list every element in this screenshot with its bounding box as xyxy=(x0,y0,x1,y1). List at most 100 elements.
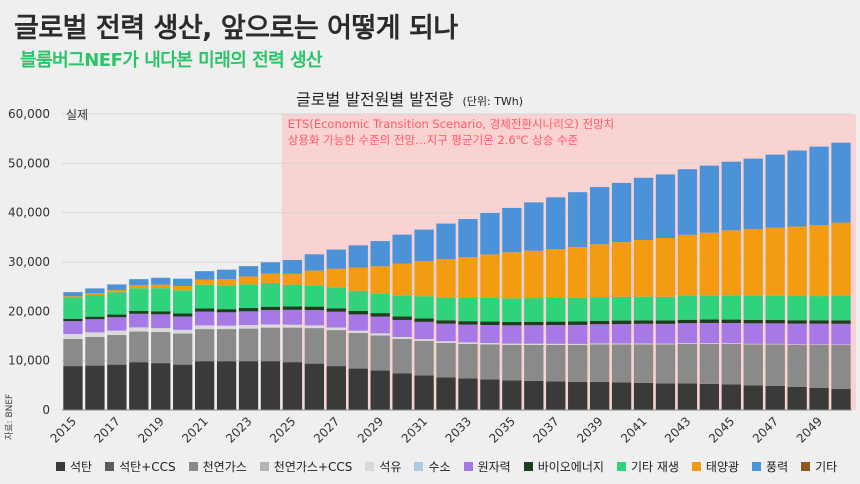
bar-segment-s6-2031 xyxy=(414,321,434,340)
bar-segment-s6-2032 xyxy=(436,323,456,342)
y-tick-label: 0 xyxy=(42,403,50,417)
bar-segment-s4-2015 xyxy=(63,334,83,339)
bar-segment-s7-2034 xyxy=(480,321,500,325)
bar-segment-s6-2026 xyxy=(304,310,325,326)
bar-segment-s0-2024 xyxy=(260,361,281,410)
bar-stack-2016 xyxy=(85,288,105,410)
bar-segment-s0-2038 xyxy=(568,381,588,410)
bar-segment-s2-2032 xyxy=(436,342,456,378)
bar-segment-s4-2027 xyxy=(326,327,346,331)
bar-segment-s0-2029 xyxy=(370,370,390,410)
legend-swatch xyxy=(105,462,115,471)
bar-segment-s9-2047 xyxy=(765,227,785,296)
bar-stack-2050 xyxy=(831,142,851,410)
bar-stack-2036 xyxy=(524,202,544,410)
bar-segment-s7-2049 xyxy=(809,320,829,324)
bar-segment-s10-2035 xyxy=(502,207,522,253)
bar-segment-s9-2039 xyxy=(589,244,610,298)
bar-segment-s2-2017 xyxy=(107,335,127,365)
bar-segment-s0-2046 xyxy=(743,385,763,410)
scenario-label-line1: ETS(Economic Transition Scenario, 경제전환시나… xyxy=(288,117,615,131)
bar-segment-s10-2016 xyxy=(85,288,105,294)
bar-segment-s4-2033 xyxy=(458,342,478,344)
bar-segment-s8-2021 xyxy=(194,284,215,309)
bars-layer xyxy=(63,142,851,410)
bar-segment-s2-2040 xyxy=(611,344,632,383)
bar-segment-s2-2020 xyxy=(173,333,193,365)
bar-segment-s4-2044 xyxy=(699,343,720,344)
y-tick-label: 40,000 xyxy=(8,206,50,220)
bar-segment-s0-2023 xyxy=(238,361,259,410)
legend-label: 수소 xyxy=(428,460,451,474)
bar-segment-s0-2019 xyxy=(151,363,171,410)
bar-segment-s7-2024 xyxy=(260,306,281,311)
x-tick-label: 2035 xyxy=(486,414,517,445)
bar-segment-s9-2035 xyxy=(502,252,522,299)
x-tick-label: 2049 xyxy=(794,414,825,445)
bar-segment-s6-2049 xyxy=(809,323,829,345)
y-tick-label: 60,000 xyxy=(8,107,50,121)
bar-segment-s4-2016 xyxy=(85,332,105,337)
bar-segment-s10-2027 xyxy=(326,249,346,269)
bar-segment-s0-2042 xyxy=(655,383,676,410)
bar-segment-s8-2023 xyxy=(238,284,259,309)
bar-segment-s4-2043 xyxy=(677,343,698,344)
bar-segment-s9-2050 xyxy=(831,222,851,296)
bar-segment-s2-2036 xyxy=(524,344,544,381)
bar-segment-s4-2037 xyxy=(546,343,566,345)
bar-segment-s0-2040 xyxy=(611,382,632,410)
legend-item-s8: 기타 재생 xyxy=(616,458,679,475)
bar-segment-s8-2044 xyxy=(699,295,720,320)
x-tick-label: 2027 xyxy=(311,414,342,445)
bar-segment-s6-2048 xyxy=(787,323,807,345)
bar-segment-s8-2048 xyxy=(787,296,807,321)
bar-segment-s0-2030 xyxy=(392,373,412,410)
bar-segment-s7-2037 xyxy=(546,321,566,326)
legend-label: 풍력 xyxy=(766,460,789,474)
bar-segment-s8-2036 xyxy=(524,298,544,322)
legend-item-s1: 석탄+CCS xyxy=(105,458,176,475)
bar-segment-s7-2020 xyxy=(173,313,193,317)
bar-segment-s10-2042 xyxy=(655,174,676,239)
bar-segment-s10-2044 xyxy=(699,165,720,233)
bar-segment-s7-2015 xyxy=(63,318,83,322)
actual-label: 실제 xyxy=(66,108,88,122)
bar-segment-s2-2031 xyxy=(414,340,434,376)
bar-segment-s9-2032 xyxy=(436,259,456,298)
legend-item-s5: 수소 xyxy=(414,458,451,475)
bar-segment-s9-2038 xyxy=(568,246,588,298)
bar-segment-s6-2025 xyxy=(282,309,303,325)
bar-segment-s6-2036 xyxy=(524,325,544,344)
bar-segment-s10-2049 xyxy=(809,146,829,226)
bar-segment-s7-2033 xyxy=(458,321,478,325)
bar-segment-s6-2040 xyxy=(611,324,632,344)
bar-segment-s7-2044 xyxy=(699,319,720,323)
bar-segment-s2-2042 xyxy=(655,344,676,384)
bar-segment-s9-2046 xyxy=(743,229,763,296)
bar-segment-s8-2029 xyxy=(370,293,390,314)
legend-swatch xyxy=(259,462,269,471)
bar-segment-s7-2046 xyxy=(743,319,763,324)
bar-segment-s4-2025 xyxy=(282,324,303,328)
bar-segment-s8-2026 xyxy=(304,285,325,307)
bar-segment-s4-2019 xyxy=(151,328,171,333)
legend-item-s10: 풍력 xyxy=(752,458,788,475)
bar-segment-s2-2037 xyxy=(546,344,566,382)
bar-segment-s0-2027 xyxy=(326,366,346,410)
bar-stack-2042 xyxy=(655,174,676,410)
bar-segment-s10-2043 xyxy=(677,169,698,235)
bar-segment-s0-2026 xyxy=(304,363,325,410)
bar-segment-s9-2043 xyxy=(677,234,698,296)
bar-segment-s10-2032 xyxy=(436,223,456,260)
bar-segment-s6-2021 xyxy=(194,311,215,326)
x-tick-label: 2043 xyxy=(662,414,693,445)
bar-segment-s7-2045 xyxy=(721,319,741,324)
bar-stack-2028 xyxy=(348,245,368,410)
bar-segment-s10-2038 xyxy=(568,192,588,247)
bar-segment-s6-2044 xyxy=(699,322,720,344)
legend-item-s7: 바이오에너지 xyxy=(523,458,604,475)
bar-segment-s2-2046 xyxy=(743,344,763,386)
bar-segment-s2-2022 xyxy=(216,329,237,362)
bar-segment-s7-2031 xyxy=(414,318,434,322)
bar-segment-s6-2039 xyxy=(589,324,610,344)
